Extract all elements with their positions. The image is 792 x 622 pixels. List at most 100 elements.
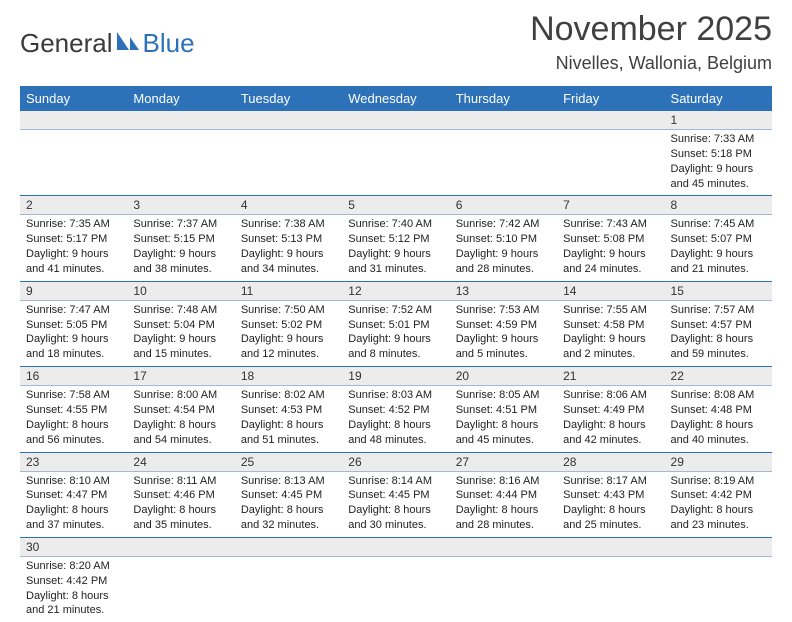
day-number: 17 — [127, 367, 234, 386]
calendar-day-cell: 11Sunrise: 7:50 AMSunset: 5:02 PMDayligh… — [235, 281, 342, 366]
calendar-day-cell: 9Sunrise: 7:47 AMSunset: 5:05 PMDaylight… — [20, 281, 127, 366]
day-details: Sunrise: 7:38 AMSunset: 5:13 PMDaylight:… — [235, 215, 342, 280]
daylight-text: Daylight: 9 hours and 5 minutes. — [456, 332, 551, 362]
day-number: 30 — [20, 538, 127, 557]
daylight-text: Daylight: 8 hours and 23 minutes. — [671, 503, 766, 533]
day-number — [235, 538, 342, 557]
weekday-header: Saturday — [665, 86, 772, 111]
day-number: 6 — [450, 196, 557, 215]
sail-icon — [115, 28, 141, 59]
day-details: Sunrise: 8:14 AMSunset: 4:45 PMDaylight:… — [342, 472, 449, 537]
day-details: Sunrise: 8:20 AMSunset: 4:42 PMDaylight:… — [20, 557, 127, 622]
calendar-day-cell: 18Sunrise: 8:02 AMSunset: 4:53 PMDayligh… — [235, 367, 342, 452]
day-number — [557, 111, 664, 130]
sunrise-text: Sunrise: 7:47 AM — [26, 303, 121, 318]
daylight-text: Daylight: 8 hours and 59 minutes. — [671, 332, 766, 362]
daylight-text: Daylight: 8 hours and 54 minutes. — [133, 418, 228, 448]
daylight-text: Daylight: 9 hours and 28 minutes. — [456, 247, 551, 277]
day-details — [450, 130, 557, 136]
sunset-text: Sunset: 4:59 PM — [456, 318, 551, 333]
calendar-day-cell: 30Sunrise: 8:20 AMSunset: 4:42 PMDayligh… — [20, 537, 127, 622]
sunset-text: Sunset: 4:42 PM — [671, 488, 766, 503]
day-number: 28 — [557, 453, 664, 472]
sunrise-text: Sunrise: 7:58 AM — [26, 388, 121, 403]
day-number: 12 — [342, 282, 449, 301]
sunrise-text: Sunrise: 8:14 AM — [348, 474, 443, 489]
day-details: Sunrise: 7:58 AMSunset: 4:55 PMDaylight:… — [20, 386, 127, 451]
title-block: November 2025 Nivelles, Wallonia, Belgiu… — [530, 10, 772, 74]
day-details: Sunrise: 7:40 AMSunset: 5:12 PMDaylight:… — [342, 215, 449, 280]
day-details: Sunrise: 8:06 AMSunset: 4:49 PMDaylight:… — [557, 386, 664, 451]
calendar-day-cell: 20Sunrise: 8:05 AMSunset: 4:51 PMDayligh… — [450, 367, 557, 452]
day-number: 22 — [665, 367, 772, 386]
day-details: Sunrise: 7:35 AMSunset: 5:17 PMDaylight:… — [20, 215, 127, 280]
month-title: November 2025 — [530, 10, 772, 49]
sunrise-text: Sunrise: 8:02 AM — [241, 388, 336, 403]
daylight-text: Daylight: 9 hours and 8 minutes. — [348, 332, 443, 362]
day-number: 21 — [557, 367, 664, 386]
sunset-text: Sunset: 4:43 PM — [563, 488, 658, 503]
day-number: 11 — [235, 282, 342, 301]
day-details: Sunrise: 8:08 AMSunset: 4:48 PMDaylight:… — [665, 386, 772, 451]
day-number: 29 — [665, 453, 772, 472]
sunrise-text: Sunrise: 7:45 AM — [671, 217, 766, 232]
day-number — [665, 538, 772, 557]
calendar-day-cell — [450, 111, 557, 196]
day-number — [127, 538, 234, 557]
day-details: Sunrise: 7:53 AMSunset: 4:59 PMDaylight:… — [450, 301, 557, 366]
day-details — [557, 130, 664, 136]
sunset-text: Sunset: 5:07 PM — [671, 232, 766, 247]
weekday-header-row: Sunday Monday Tuesday Wednesday Thursday… — [20, 86, 772, 111]
sunrise-text: Sunrise: 7:33 AM — [671, 132, 766, 147]
sunset-text: Sunset: 4:49 PM — [563, 403, 658, 418]
daylight-text: Daylight: 8 hours and 37 minutes. — [26, 503, 121, 533]
day-number: 13 — [450, 282, 557, 301]
day-details: Sunrise: 7:57 AMSunset: 4:57 PMDaylight:… — [665, 301, 772, 366]
day-details: Sunrise: 7:33 AMSunset: 5:18 PMDaylight:… — [665, 130, 772, 195]
calendar-day-cell: 22Sunrise: 8:08 AMSunset: 4:48 PMDayligh… — [665, 367, 772, 452]
sunrise-text: Sunrise: 7:57 AM — [671, 303, 766, 318]
sunset-text: Sunset: 5:18 PM — [671, 147, 766, 162]
calendar-day-cell: 12Sunrise: 7:52 AMSunset: 5:01 PMDayligh… — [342, 281, 449, 366]
sunset-text: Sunset: 5:12 PM — [348, 232, 443, 247]
day-number: 5 — [342, 196, 449, 215]
day-details: Sunrise: 8:13 AMSunset: 4:45 PMDaylight:… — [235, 472, 342, 537]
day-details — [235, 557, 342, 563]
day-details: Sunrise: 8:16 AMSunset: 4:44 PMDaylight:… — [450, 472, 557, 537]
day-number: 23 — [20, 453, 127, 472]
sunrise-text: Sunrise: 8:17 AM — [563, 474, 658, 489]
calendar-week-row: 30Sunrise: 8:20 AMSunset: 4:42 PMDayligh… — [20, 537, 772, 622]
sunset-text: Sunset: 5:04 PM — [133, 318, 228, 333]
calendar-day-cell — [557, 537, 664, 622]
calendar-day-cell — [127, 111, 234, 196]
daylight-text: Daylight: 8 hours and 40 minutes. — [671, 418, 766, 448]
sunrise-text: Sunrise: 8:10 AM — [26, 474, 121, 489]
sunset-text: Sunset: 4:45 PM — [241, 488, 336, 503]
day-details: Sunrise: 7:37 AMSunset: 5:15 PMDaylight:… — [127, 215, 234, 280]
day-number: 24 — [127, 453, 234, 472]
calendar-body: 1Sunrise: 7:33 AMSunset: 5:18 PMDaylight… — [20, 111, 772, 622]
sunset-text: Sunset: 4:53 PM — [241, 403, 336, 418]
day-number: 7 — [557, 196, 664, 215]
sunrise-text: Sunrise: 8:19 AM — [671, 474, 766, 489]
calendar-day-cell: 1Sunrise: 7:33 AMSunset: 5:18 PMDaylight… — [665, 111, 772, 196]
sunrise-text: Sunrise: 7:43 AM — [563, 217, 658, 232]
location-text: Nivelles, Wallonia, Belgium — [530, 53, 772, 74]
daylight-text: Daylight: 9 hours and 18 minutes. — [26, 332, 121, 362]
day-number — [235, 111, 342, 130]
day-details — [450, 557, 557, 563]
daylight-text: Daylight: 9 hours and 21 minutes. — [671, 247, 766, 277]
sunset-text: Sunset: 4:54 PM — [133, 403, 228, 418]
calendar-week-row: 16Sunrise: 7:58 AMSunset: 4:55 PMDayligh… — [20, 367, 772, 452]
day-number: 4 — [235, 196, 342, 215]
sunset-text: Sunset: 4:51 PM — [456, 403, 551, 418]
day-number: 10 — [127, 282, 234, 301]
daylight-text: Daylight: 8 hours and 51 minutes. — [241, 418, 336, 448]
logo-text-part2: Blue — [143, 28, 195, 59]
day-number: 8 — [665, 196, 772, 215]
sunrise-text: Sunrise: 7:40 AM — [348, 217, 443, 232]
sunrise-text: Sunrise: 8:00 AM — [133, 388, 228, 403]
day-number: 3 — [127, 196, 234, 215]
sunrise-text: Sunrise: 7:38 AM — [241, 217, 336, 232]
day-number: 25 — [235, 453, 342, 472]
